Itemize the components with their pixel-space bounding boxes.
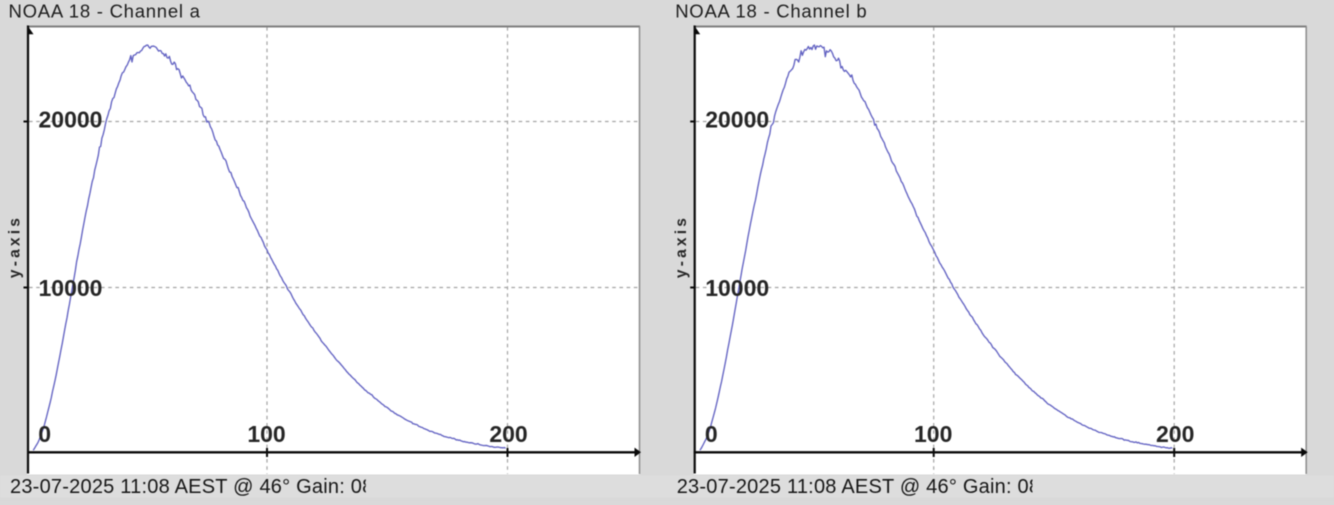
svg-text:0: 0 bbox=[705, 421, 718, 447]
svg-text:10000: 10000 bbox=[705, 275, 769, 301]
svg-text:20000: 20000 bbox=[705, 107, 769, 133]
svg-text:10000: 10000 bbox=[39, 275, 103, 301]
svg-text:20000: 20000 bbox=[39, 107, 103, 133]
svg-text:y-axis: y-axis bbox=[6, 215, 23, 278]
svg-text:23-07-2025 11:08 AEST @ 46° Ga: 23-07-2025 11:08 AEST @ 46° Gain: 08 bbox=[677, 476, 1040, 498]
svg-text:y-axis: y-axis bbox=[673, 215, 690, 278]
svg-text:200: 200 bbox=[489, 421, 527, 447]
svg-text:23-07-2025 11:08 AEST @ 46° Ga: 23-07-2025 11:08 AEST @ 46° Gain: 08 bbox=[10, 476, 374, 498]
svg-text:NOAA 18 - Channel a: NOAA 18 - Channel a bbox=[9, 1, 201, 22]
svg-text:NOAA 18 - Channel b: NOAA 18 - Channel b bbox=[675, 1, 867, 22]
svg-text:0: 0 bbox=[38, 421, 51, 447]
svg-text:100: 100 bbox=[914, 421, 952, 447]
svg-text:200: 200 bbox=[1156, 421, 1194, 447]
svg-text:100: 100 bbox=[247, 421, 285, 447]
